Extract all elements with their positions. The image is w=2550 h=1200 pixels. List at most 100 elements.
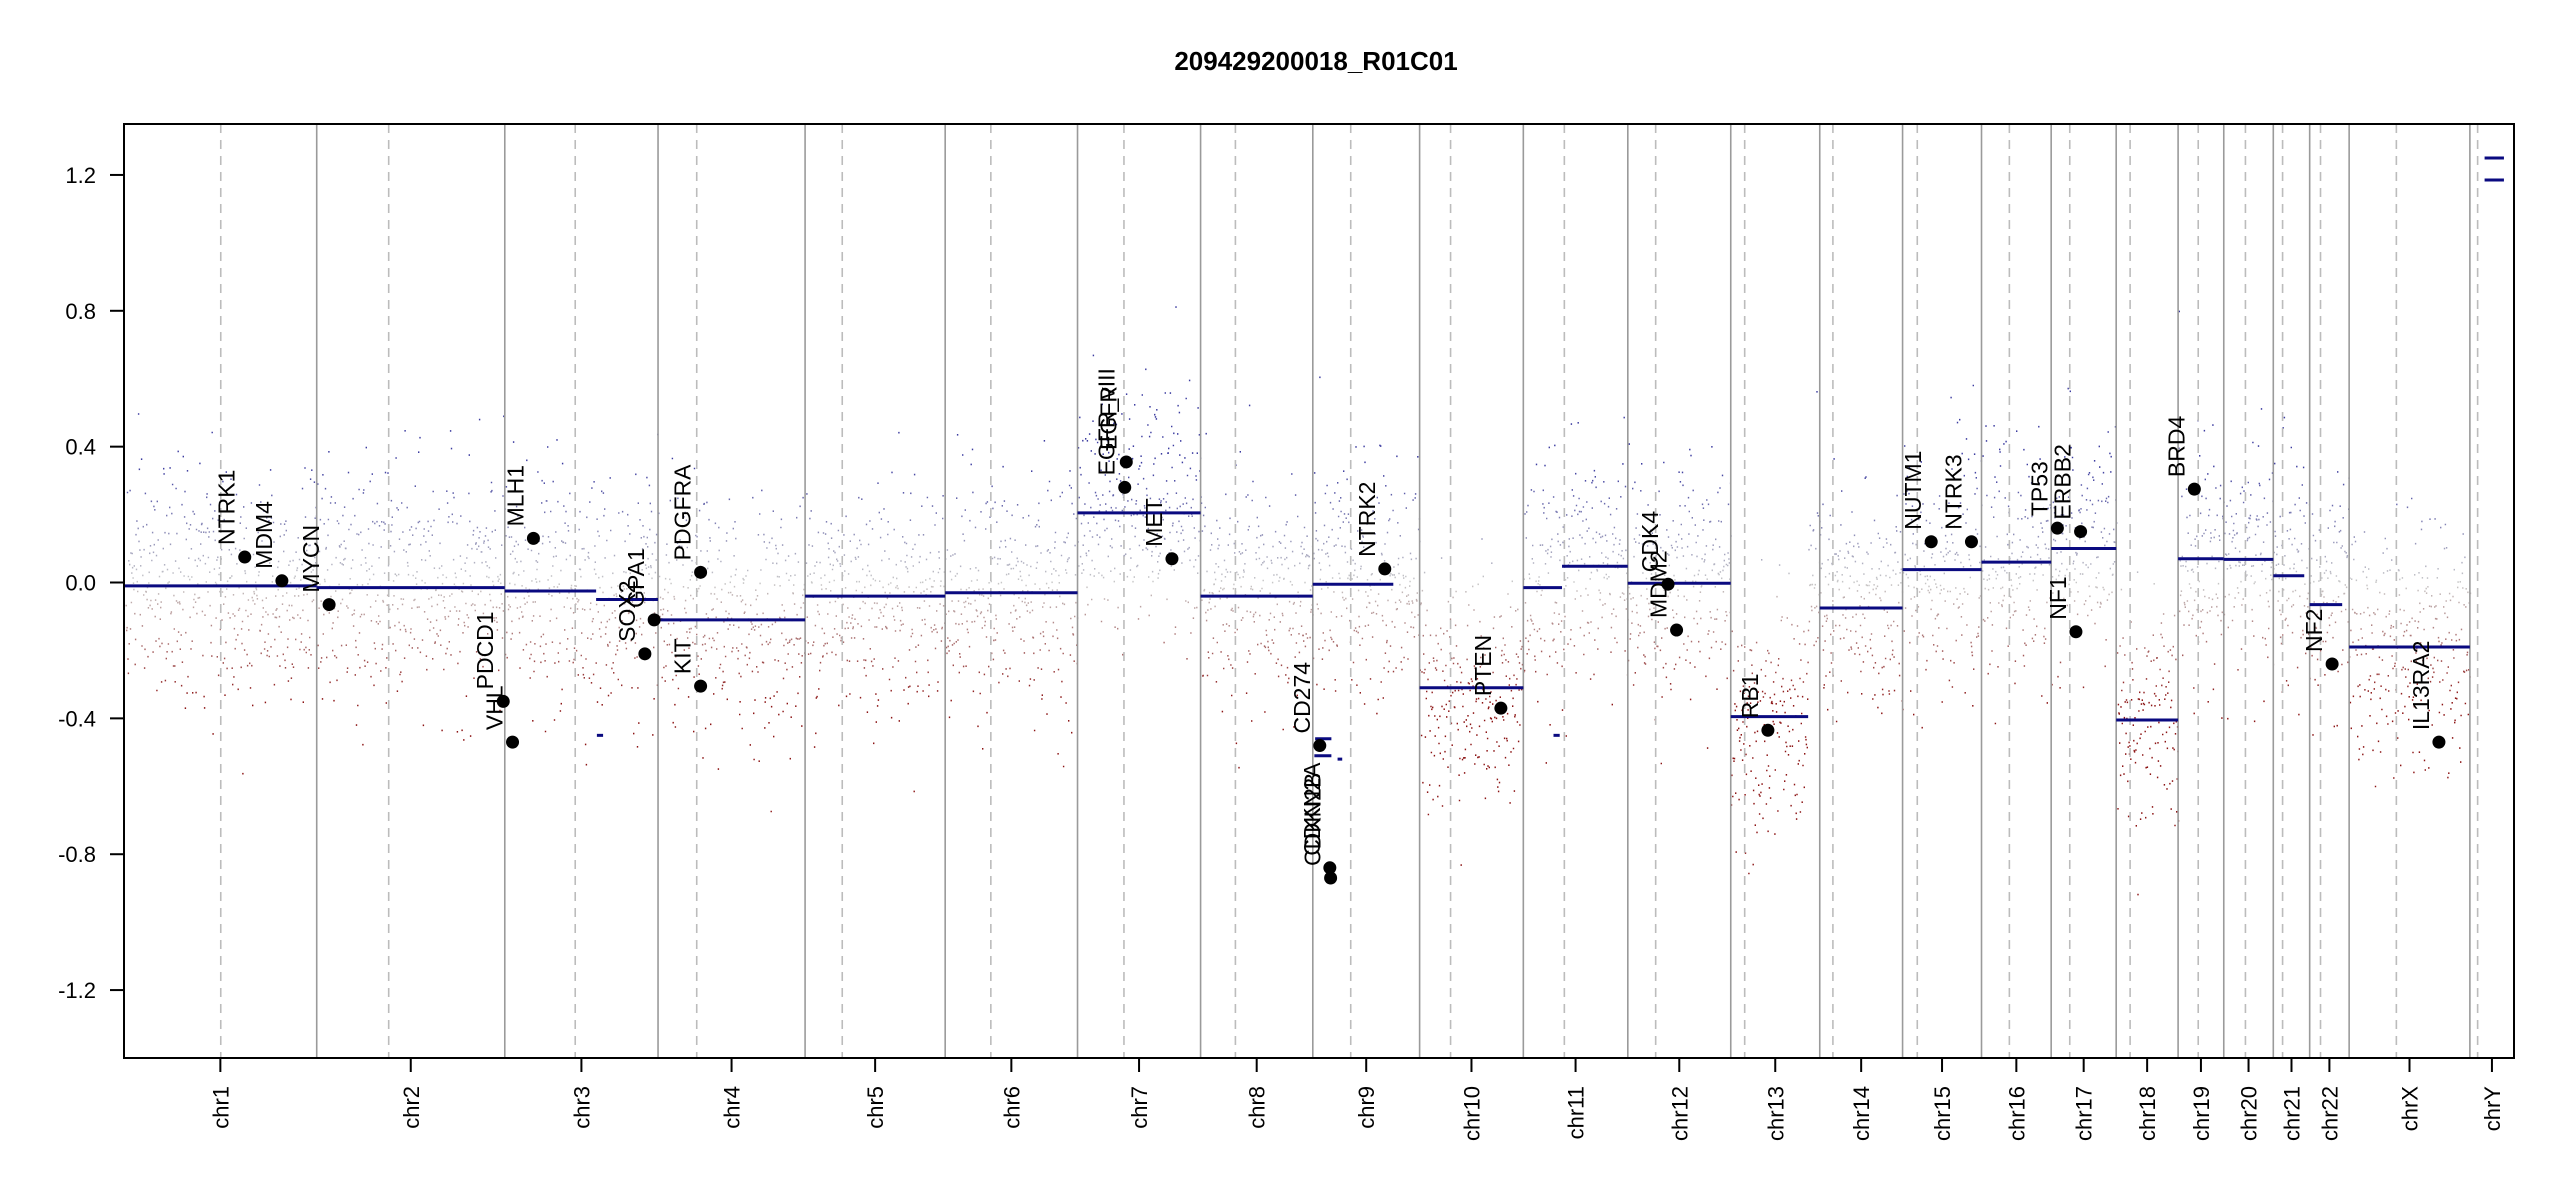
probe-dots [185, 631, 2450, 634]
probe-dots [438, 508, 2350, 511]
probe-dots [187, 675, 2471, 678]
probe-dots [213, 567, 2439, 570]
probe-dots [126, 491, 2020, 494]
probe-dots [290, 677, 2429, 680]
probe-dots [202, 654, 2393, 657]
gene-dot [1118, 480, 1132, 494]
gene-label: CD274 [1289, 662, 1315, 734]
gene-dot [647, 613, 661, 627]
probe-dots [142, 574, 2338, 577]
probe-dots [208, 530, 2341, 533]
probe-dots [201, 522, 2235, 525]
probe-dots [151, 607, 2425, 611]
gene-label: RB1 [1737, 674, 1763, 719]
probe-dots [1029, 677, 2311, 680]
probe-dots [261, 539, 2317, 543]
probe-dots [230, 477, 1348, 481]
probe-dots [246, 653, 2468, 656]
probe-dots [129, 627, 2362, 630]
chromosome-label: chr12 [1667, 1086, 1692, 1141]
probe-dots [372, 572, 2277, 576]
probe-dots [171, 512, 2314, 515]
probe-dots [286, 592, 2472, 595]
probe-dots [244, 569, 2400, 572]
probe-dots [309, 636, 2282, 639]
probe-dots [269, 561, 2463, 564]
probe-dots [266, 516, 2344, 520]
probe-dots [378, 524, 2067, 527]
probe-dots [138, 540, 2357, 543]
probe-dots [332, 621, 2163, 624]
plot-frame [123, 123, 2515, 1059]
probe-dots [329, 585, 2090, 588]
probe-dots [214, 510, 1690, 513]
gene-dot [2074, 525, 2088, 539]
probe-dots [286, 646, 1852, 649]
probe-dots [278, 625, 2395, 628]
probe-dots-layer [125, 306, 2472, 896]
probe-dots [186, 691, 2372, 694]
chromosome-label: chr2 [399, 1086, 424, 1129]
probe-dots [197, 597, 2290, 600]
gene-label: CDKN2B [1300, 773, 1326, 866]
gene-label: MLH1 [502, 465, 528, 526]
probe-dots [159, 645, 2438, 648]
probe-dots [210, 641, 2422, 644]
probe-dots [160, 680, 2432, 683]
probe-dots [326, 656, 2381, 659]
probe-dots [325, 546, 2448, 549]
probe-dots [217, 674, 2398, 677]
probe-dots [183, 516, 2264, 519]
probe-dots [351, 589, 2419, 592]
probe-dots [150, 500, 2274, 503]
probe-dots [130, 601, 2460, 604]
probe-dots [429, 555, 2349, 558]
gene-label: PTEN [1470, 635, 1496, 696]
gene-label: VHL [482, 685, 508, 730]
probe-dots [158, 637, 2266, 640]
probe-dots [320, 656, 2455, 659]
probe-dots [146, 598, 2214, 601]
probe-dots [232, 613, 2390, 616]
gene-label: NTRK3 [1940, 454, 1966, 529]
chromosome-label: chr8 [1245, 1086, 1270, 1129]
probe-dots [131, 572, 2464, 575]
probe-dots [1195, 475, 2030, 478]
probe-dots [726, 532, 2238, 535]
gene-label: GPA1 [623, 548, 649, 608]
gene-dot [1119, 455, 1133, 469]
probe-dots [250, 501, 2308, 504]
probe-dots [133, 588, 2285, 591]
gene-label: MYCN [298, 525, 324, 593]
probe-dots [172, 664, 2026, 667]
probe-dots [131, 552, 2262, 555]
probe-dots [230, 553, 2278, 556]
probe-dots [152, 550, 2299, 554]
probe-dots [311, 600, 2337, 603]
probe-dots [147, 655, 1646, 658]
gene-label: EGFR_vIII [1094, 368, 1120, 475]
probe-dots [320, 660, 2418, 663]
chromosome-label: chrX [2398, 1086, 2423, 1132]
segments-layer [124, 156, 2504, 761]
probe-dots [139, 613, 2226, 616]
probe-dots [153, 505, 2341, 508]
probe-dots [445, 652, 2367, 655]
probe-dots [171, 483, 2345, 487]
probe-dots [248, 629, 2024, 632]
probe-dots [184, 700, 2469, 896]
probe-dots [153, 543, 2353, 546]
probe-dots [501, 636, 2440, 640]
gene-dot [506, 735, 520, 749]
gene-dot [2432, 735, 2446, 749]
probe-dots [156, 689, 2451, 692]
probe-dots [646, 476, 2094, 479]
probe-dots [214, 581, 2377, 584]
probe-dots [240, 665, 2449, 669]
probe-dots [137, 527, 2329, 530]
gene-dot [2187, 482, 2201, 496]
probe-dots [347, 471, 2274, 474]
probe-dots [177, 630, 2406, 634]
probe-dots [151, 531, 2366, 534]
